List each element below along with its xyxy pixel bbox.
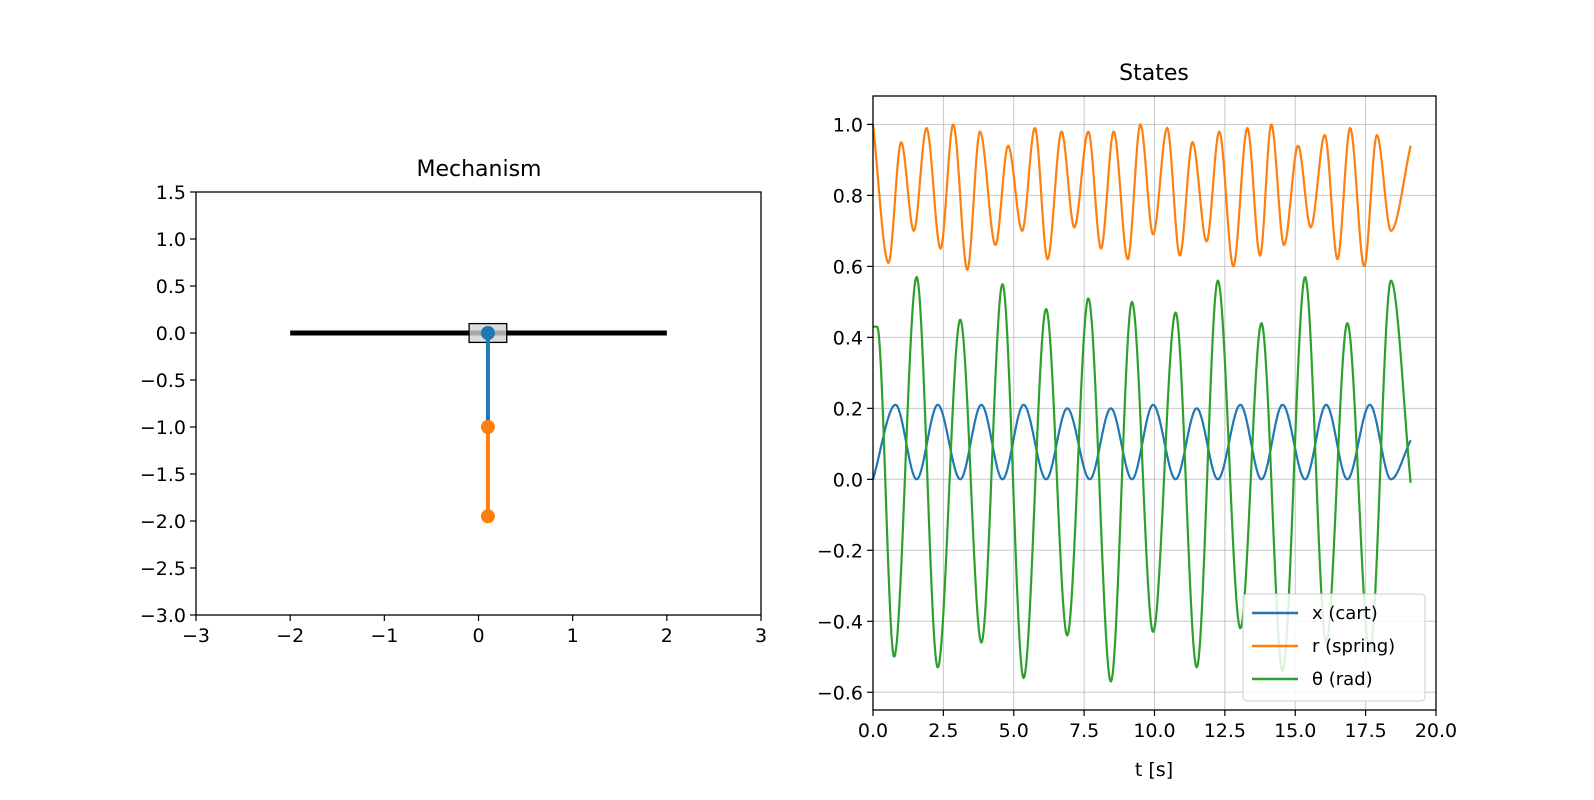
states-y-tick-label: −0.2 [817, 540, 863, 562]
mechanism-y-tick-label: −1.0 [140, 417, 186, 439]
mechanism-x-tick-label: −1 [370, 625, 398, 647]
states-x-axis-label: t [s] [1135, 759, 1173, 781]
states-plot-area [871, 123, 1412, 683]
states-y-tick-label: 0.2 [833, 398, 863, 420]
states-x-tick-label: 5.0 [999, 720, 1029, 742]
legend-label: x (cart) [1312, 603, 1378, 624]
mechanism-frame [195, 191, 762, 616]
states-y-tick-label: 0.4 [833, 327, 863, 349]
mechanism-x-ticks: −3 −2 −1 0 1 2 3 [182, 615, 767, 647]
mechanism-x-tick-label: 2 [661, 625, 673, 647]
legend-box [1242, 593, 1426, 702]
mass-point [480, 326, 495, 340]
states-y-tick-label: −0.6 [817, 682, 863, 704]
mass-point [480, 509, 495, 524]
legend-label: r (spring) [1312, 636, 1395, 657]
mechanism-title: Mechanism [417, 157, 542, 182]
states-legend: x (cart) r (spring) θ (rad) [1242, 593, 1426, 702]
series-line-2 [872, 275, 1412, 683]
states-y-tick-label: −0.4 [817, 611, 863, 633]
mechanism-plot-area [290, 322, 667, 524]
states-y-ticks: 1.0 0.8 0.6 0.4 0.2 0.0 −0.2 −0.4 −0.6 [817, 114, 873, 704]
legend-label: θ (rad) [1312, 669, 1373, 690]
states-y-tick-label: 0.0 [833, 469, 863, 491]
mechanism-y-tick-label: −1.5 [140, 464, 186, 486]
mechanism-y-tick-label: −2.5 [140, 558, 186, 580]
states-y-tick-label: 1.0 [833, 114, 863, 136]
mechanism-y-tick-label: 0.0 [156, 323, 186, 345]
states-x-ticks: 0.0 2.5 5.0 7.5 10.0 12.5 15.0 17.5 20.0 [858, 710, 1457, 742]
mechanism-x-tick-label: −3 [182, 625, 210, 647]
states-y-tick-label: 0.6 [833, 256, 863, 278]
mechanism-x-tick-label: −2 [276, 625, 304, 647]
mechanism-y-tick-label: −2.0 [140, 511, 186, 533]
states-x-tick-label: 15.0 [1274, 720, 1316, 742]
mechanism-y-tick-label: 1.5 [156, 182, 186, 204]
states-x-tick-label: 10.0 [1133, 720, 1175, 742]
mass-point [480, 420, 495, 434]
states-axes: States 0.0 2.5 5.0 7.5 10.0 12.5 15.0 17.5 20.0 … [817, 61, 1457, 781]
states-x-tick-label: 20.0 [1415, 720, 1457, 742]
states-x-tick-label: 2.5 [928, 720, 958, 742]
states-x-tick-label: 12.5 [1204, 720, 1246, 742]
states-x-tick-label: 0.0 [858, 720, 888, 742]
mechanism-x-tick-label: 0 [472, 625, 484, 647]
mechanism-y-tick-label: 1.0 [156, 229, 186, 251]
mechanism-axes: Mechanism −3 −2 −1 0 1 2 3 1.5 1.0 0.5 0.0 −0.5 −1.… [140, 157, 767, 647]
states-x-tick-label: 17.5 [1344, 720, 1386, 742]
mechanism-x-tick-label: 1 [567, 625, 579, 647]
states-y-tick-label: 0.8 [833, 185, 863, 207]
mechanism-y-tick-label: 0.5 [156, 276, 186, 298]
mechanism-y-tick-label: −0.5 [140, 370, 186, 392]
states-title: States [1119, 61, 1189, 86]
series-line-1 [871, 123, 1412, 271]
mechanism-y-ticks: 1.5 1.0 0.5 0.0 −0.5 −1.0 −1.5 −2.0 −2.5 −3.0 [140, 182, 196, 627]
mechanism-y-tick-label: −3.0 [140, 605, 186, 627]
states-x-tick-label: 7.5 [1069, 720, 1099, 742]
mechanism-x-tick-label: 3 [755, 625, 767, 647]
